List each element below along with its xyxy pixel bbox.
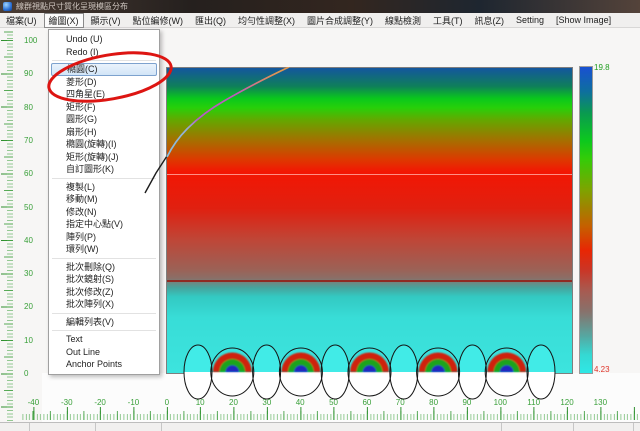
plot-canvas[interactable]	[166, 67, 573, 374]
menu-item[interactable]: 扇形(H)	[66, 126, 97, 137]
menubar-item[interactable]: 訊息(Z)	[474, 15, 505, 26]
horizontal-ruler-label: 10	[195, 398, 205, 407]
menu-item[interactable]: 移動(M)	[66, 194, 98, 204]
plot-horizontal-line[interactable]	[167, 174, 572, 175]
menubar-item[interactable]: 工具(T)	[433, 15, 463, 26]
menu-separator	[52, 257, 156, 259]
horizontal-ruler-label: 130	[593, 398, 608, 407]
colorbar-min-label: 4.23	[594, 365, 610, 374]
menu-item[interactable]: 陣列(P)	[66, 231, 96, 242]
status-cell	[574, 423, 634, 431]
menu-bar: 檔案(U) 繪圖(X) 顯示(V) 點位編修(W) 匯出(Q) 均勻性調整(X) 圖片合成調…	[0, 12, 640, 28]
menu-item[interactable]: 圓形(G)	[66, 114, 97, 124]
menu-item[interactable]: 複製(L)	[66, 181, 95, 192]
menu-item[interactable]: 矩形(旋轉)(J)	[66, 151, 119, 162]
menu-item[interactable]: 批次陣列(X)	[66, 299, 114, 309]
menu-item[interactable]: 修改(N)	[66, 206, 97, 217]
menu-separator	[52, 60, 156, 61]
menu-item[interactable]: 自訂圖形(K)	[66, 164, 114, 174]
status-cell	[162, 423, 502, 431]
vertical-ruler-label: 30	[24, 269, 33, 279]
menu-item[interactable]: 批次鏡射(S)	[66, 274, 114, 284]
menubar-item[interactable]: 線點檢測	[385, 15, 422, 26]
menu-separator	[52, 312, 156, 314]
menu-item[interactable]: Text	[66, 334, 83, 344]
window-title: 線群視點尺寸質化呈現模區分布	[16, 2, 128, 11]
vertical-ruler-label: 10	[24, 335, 33, 345]
horizontal-ruler-label: -30	[60, 398, 73, 407]
app-icon	[3, 2, 12, 11]
menubar-item[interactable]: 點位編修(W)	[132, 15, 184, 26]
colorbar	[579, 66, 593, 374]
menu-item[interactable]: Anchor Points	[66, 359, 123, 369]
vertical-ruler-label: 60	[24, 169, 33, 179]
vertical-ruler-minor-ticks	[7, 30, 13, 422]
menu-item[interactable]: Undo (U)	[66, 34, 103, 44]
horizontal-ruler-label: 90	[462, 398, 472, 407]
menu-item[interactable]: 矩形(F)	[66, 101, 96, 112]
horizontal-ruler-label: 60	[362, 398, 372, 407]
menu-item[interactable]: 批次修改(Z)	[66, 286, 114, 297]
menu-item[interactable]: 橢圓(旋轉)(I)	[66, 139, 117, 149]
menubar-item[interactable]: 圖片合成調整(Y)	[307, 15, 373, 26]
horizontal-ruler-label: 40	[295, 398, 305, 407]
horizontal-ruler-label: 100	[493, 398, 507, 407]
vertical-ruler-label: 20	[24, 302, 33, 312]
horizontal-ruler-label: -10	[127, 398, 140, 407]
menu-item[interactable]: 環列(W)	[66, 244, 99, 254]
client-area: 100 90 80 70 60 50 40 30 20 10 0 -40 -30 -20 -10 0 10 20…	[0, 28, 640, 431]
menu-item[interactable]: Out Line	[66, 346, 101, 357]
menubar-item[interactable]: 顯示(V)	[90, 15, 121, 26]
status-bar	[0, 422, 640, 431]
colorbar-max-label: 19.8	[594, 63, 610, 72]
status-cell	[502, 423, 574, 431]
horizontal-ruler-label: 50	[329, 398, 338, 407]
horizontal-ruler-label: 80	[429, 398, 439, 407]
status-cell	[0, 423, 30, 431]
menubar-item[interactable]: 檔案(U)	[6, 15, 37, 26]
menu-item[interactable]: 菱形(D)	[66, 76, 97, 87]
horizontal-ruler-label: 30	[262, 398, 272, 407]
horizontal-ruler-label: 110	[527, 398, 541, 407]
horizontal-ruler-label: 70	[395, 398, 405, 407]
menubar-item[interactable]: [Show Image]	[556, 15, 612, 25]
menu-separator	[52, 330, 156, 331]
menu-item[interactable]: 批次刪除(Q)	[66, 261, 115, 272]
vertical-ruler-label: 70	[24, 135, 33, 145]
vertical-ruler-label: 80	[24, 102, 33, 112]
menubar-item[interactable]: 均勻性調整(X)	[238, 15, 295, 26]
menu-item[interactable]: 橢圓(C)	[51, 63, 157, 76]
menu-item[interactable]: Redo (I)	[66, 46, 99, 57]
menu-separator	[52, 177, 156, 179]
horizontal-ruler-label: 0	[164, 398, 170, 407]
draw-menu-dropdown: Undo (U) Redo (I) 橢圓(C) 菱形(D) 四角星(E) 矩形(F) 圓形(…	[48, 29, 160, 375]
vertical-ruler-label: 40	[24, 235, 33, 245]
vertical-ruler-label: 100	[24, 36, 38, 45]
horizontal-ruler-label: 120	[560, 398, 574, 407]
horizontal-ruler-label: -20	[94, 398, 106, 407]
title-bar: 線群視點尺寸質化呈現模區分布	[0, 0, 640, 13]
status-cell	[96, 423, 162, 431]
menu-item[interactable]: 指定中心點(V)	[66, 219, 123, 229]
horizontal-ruler-label: 20	[229, 398, 238, 407]
status-cell	[30, 423, 96, 431]
horizontal-ruler-minor-ticks	[20, 414, 638, 420]
menu-item[interactable]: 四角星(E)	[66, 89, 105, 99]
plot-horizontal-line[interactable]	[167, 280, 572, 282]
menu-item[interactable]: 編輯列表(V)	[66, 316, 114, 327]
menubar-item[interactable]: 匯出(Q)	[195, 15, 226, 26]
vertical-ruler-label: 90	[24, 69, 33, 79]
horizontal-ruler-label: -40	[27, 398, 40, 407]
vertical-ruler-label: 50	[24, 202, 33, 212]
menubar-item[interactable]: Setting	[516, 15, 545, 25]
vertical-ruler-label: 0	[24, 369, 29, 378]
menubar-item[interactable]: 繪圖(X)	[43, 12, 84, 28]
